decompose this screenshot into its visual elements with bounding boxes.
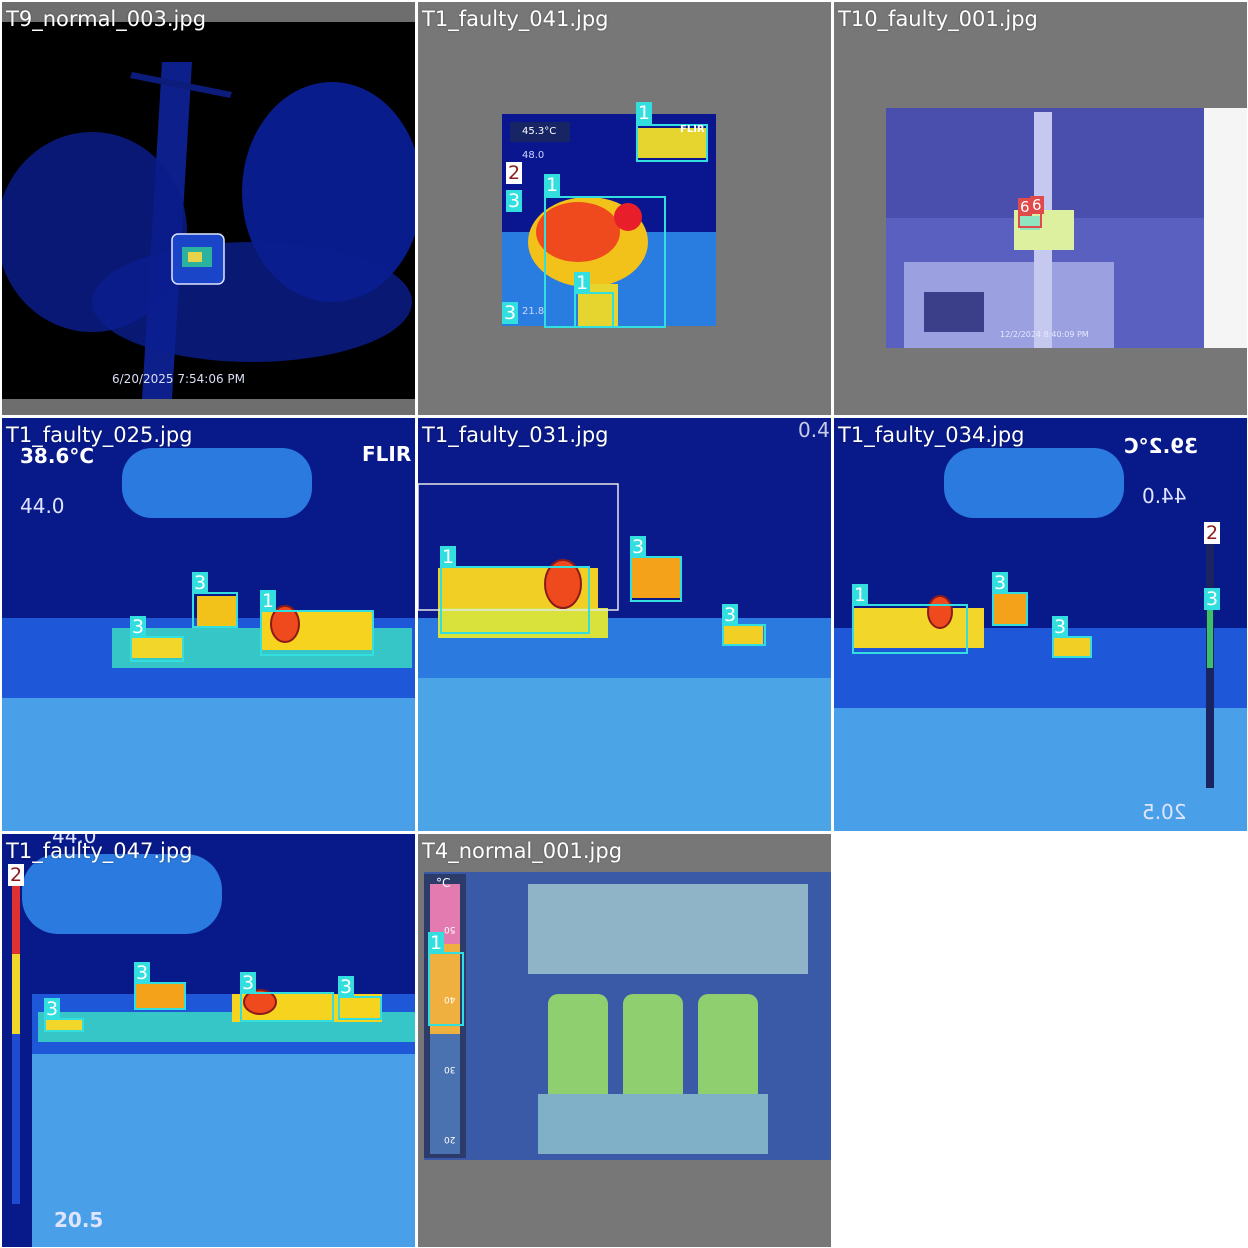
detection-box (992, 592, 1028, 626)
detection-label: 1 (636, 102, 653, 124)
detection-label: 2 (1204, 522, 1221, 544)
detection-box (428, 952, 464, 1026)
tile-filename: T1_faulty_031.jpg (422, 423, 609, 447)
detection-label: 3 (722, 604, 739, 626)
tile-t1-faulty-034: T1_faulty_034.jpg 39.2°C 44.0 20.5 2 1 3… (834, 418, 1247, 831)
tile-t4-normal-001: T4_normal_001.jpg °C 50 40 30 20 1 (418, 834, 831, 1247)
tile-t1-faulty-031: T1_faulty_031.jpg 0.4 1 3 3 (418, 418, 831, 831)
scale-tick-text: 50 (444, 924, 456, 934)
tile-filename: T1_faulty_047.jpg (6, 839, 193, 863)
scale-max-text: 44.0 (52, 834, 97, 848)
tile-t1-faulty-025: T1_faulty_025.jpg 38.6°C 44.0 FLIR 3 3 1 (2, 418, 415, 831)
thermal-image (418, 418, 831, 831)
detection-label: 1 (544, 174, 561, 196)
detection-label: 1 (574, 272, 591, 294)
detection-label: 3 (44, 998, 61, 1020)
tile-filename: T1_faulty_025.jpg (6, 423, 193, 447)
tile-t1-faulty-041: T1_faulty_041.jpg 45.3°C 48.0 21.8 FLIR … (418, 2, 831, 415)
detection-box (130, 636, 184, 662)
detection-box (440, 566, 590, 634)
detection-label: 2 (8, 864, 25, 886)
brand-logo: FLIR (362, 442, 412, 466)
thermal-image (834, 2, 1247, 415)
detection-label: 3 (992, 572, 1009, 594)
timestamp-text: 12/2/2024 8:40:09 PM (1000, 330, 1089, 339)
tile-filename: T1_faulty_034.jpg (838, 423, 1025, 447)
tile-t9-normal-003: T9_normal_003.jpg 6/20/2025 7:54:06 PM (2, 2, 415, 415)
thermal-image (418, 834, 831, 1247)
scale-min-text: 20.5 (1142, 800, 1187, 824)
detection-label: 3 (240, 972, 257, 994)
detection-box (636, 124, 708, 162)
scale-min-text: 20.5 (54, 1208, 104, 1232)
detection-label: 3 (338, 976, 355, 998)
scale-unit-text: °C (436, 876, 451, 890)
tile-filename: T4_normal_001.jpg (422, 839, 623, 863)
thermal-image (834, 418, 1247, 831)
scale-min-text: 21.8 (522, 306, 545, 317)
detection-label: 3 (130, 616, 147, 638)
detection-label: 1 (852, 584, 869, 606)
detection-box (852, 604, 968, 654)
detection-box (192, 592, 238, 628)
detection-box (630, 556, 682, 602)
detection-label: 2 (506, 162, 523, 184)
detection-box (722, 624, 766, 646)
tile-filename: T1_faulty_041.jpg (422, 7, 609, 31)
tile-t10-faulty-001: T10_faulty_001.jpg 12/2/2024 8:40:09 PM … (834, 2, 1247, 415)
temperature-readout: 39.2°C (1124, 434, 1199, 458)
detection-label: 3 (1204, 588, 1221, 610)
tile-filename: T10_faulty_001.jpg (838, 7, 1038, 31)
corner-readout: 0.4 (798, 418, 830, 442)
detection-label: 6 (1018, 198, 1032, 216)
detection-label: 1 (428, 932, 445, 954)
detection-label: 3 (134, 962, 151, 984)
scale-max-text: 44.0 (1142, 484, 1187, 508)
detection-label: 3 (1052, 616, 1069, 638)
thermal-image (418, 2, 831, 415)
brand-logo: FLIR (680, 124, 705, 135)
tile-filename: T9_normal_003.jpg (6, 7, 207, 31)
tile-t1-faulty-047: T1_faulty_047.jpg 44.0 20.5 2 3 3 3 3 (2, 834, 415, 1247)
detection-box (260, 610, 374, 656)
scale-max-text: 48.0 (522, 150, 545, 161)
temperature-readout: 45.3°C (522, 126, 557, 137)
detection-box (134, 982, 186, 1010)
detection-label: 1 (440, 546, 457, 568)
timestamp-text: 6/20/2025 7:54:06 PM (112, 372, 246, 386)
detection-label: 3 (502, 302, 519, 324)
scale-tick-text: 30 (444, 1064, 456, 1074)
scale-max-text: 44.0 (20, 494, 65, 518)
detection-label: 3 (192, 572, 209, 594)
detection-label: 3 (506, 190, 523, 212)
detection-box (1052, 636, 1092, 658)
detection-box (240, 992, 334, 1022)
detection-label: 6 (1030, 196, 1044, 214)
detection-box (44, 1018, 84, 1032)
detection-box (574, 292, 614, 328)
thermal-image (2, 834, 415, 1247)
detection-label: 3 (630, 536, 647, 558)
scale-tick-text: 20 (444, 1134, 456, 1144)
thermal-image (2, 418, 415, 831)
detection-label: 1 (260, 590, 277, 612)
thermal-image (2, 2, 415, 415)
scale-tick-text: 40 (444, 994, 456, 1004)
temperature-readout: 38.6°C (20, 444, 95, 468)
detection-box (338, 996, 382, 1020)
